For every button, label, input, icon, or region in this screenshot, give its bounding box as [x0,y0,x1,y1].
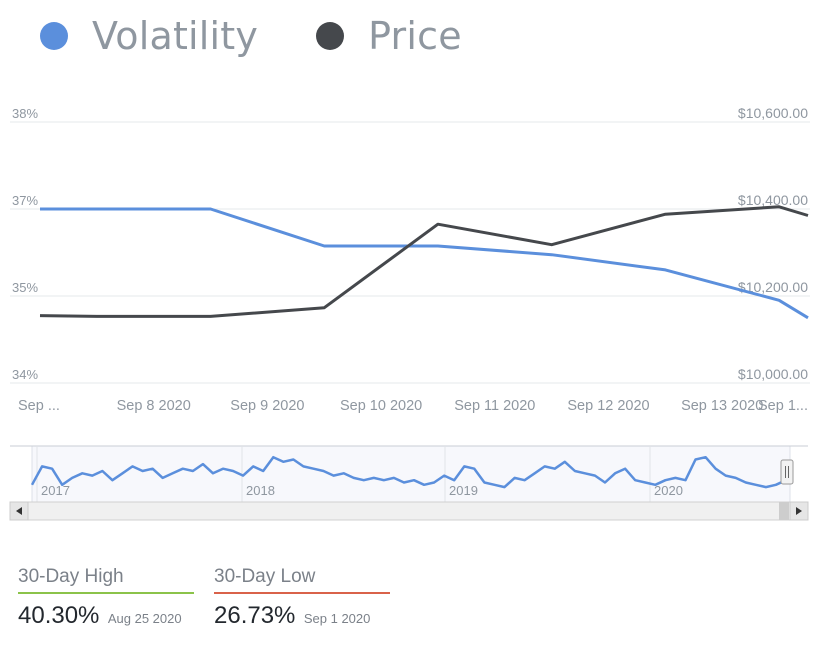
range-navigator[interactable]: 2017 2018 2019 2020 [0,440,830,522]
series-line-price[interactable] [39,205,809,318]
navigator-year-label: 2018 [246,483,275,498]
stat-title: 30-Day Low [214,566,316,587]
chart-legend: Volatility Price [40,14,520,58]
stat-title: 30-Day High [18,566,124,587]
stat-accent-rule [18,592,194,594]
navigator-year-label: 2017 [41,483,70,498]
left-axis-tick-label: 35% [12,280,38,295]
navigator-series-line [30,455,787,489]
navigator-handle[interactable] [780,459,794,485]
stat-value: 26.73% [214,602,296,629]
stat-30-day-high: 30-Day High 40.30% Aug 25 2020 [18,566,194,630]
stat-30-day-low: 30-Day Low 26.73% Sep 1 2020 [214,566,390,630]
navigator-scrollbar-thumb[interactable] [779,502,789,520]
right-axis-tick-label: $10,400.00 [738,192,808,208]
left-axis-tick-label: 37% [12,193,38,208]
chevron-right-icon [796,507,802,515]
stats-panel: 30-Day High 40.30% Aug 25 2020 30-Day Lo… [18,566,390,630]
stat-date: Aug 25 2020 [107,611,182,626]
x-axis-tick-label: Sep 1... [758,398,808,414]
legend-label-volatility: Volatility [92,14,259,58]
stat-value: 40.30% [18,602,100,629]
navigator-year-label: 2019 [449,483,478,498]
legend-label-price: Price [368,14,462,58]
price-dot-icon [316,22,345,50]
x-axis-tick-label: Sep ... [18,398,60,414]
series-line-volatility[interactable] [40,207,809,320]
chevron-left-icon [16,507,22,515]
right-axis-tick-label: $10,600.00 [738,105,808,121]
right-axis-tick-label: $10,000.00 [738,366,808,382]
left-axis-tick-label: 34% [12,367,38,382]
x-axis-tick-label: Sep 9 2020 [230,398,304,414]
stat-accent-rule [214,592,390,594]
main-line-chart[interactable]: 38% 37% 35% 34% $10,600.00 $10,400.00 $10,200.… [0,90,830,430]
stat-date: Sep 1 2020 [303,611,371,626]
right-axis-tick-label: $10,200.00 [738,279,808,295]
x-axis-tick-label: Sep 10 2020 [340,398,422,414]
x-axis-tick-label: Sep 8 2020 [117,398,191,414]
navigator-scrollbar-track[interactable] [9,501,809,521]
x-axis-tick-label: Sep 13 2020 [681,398,763,414]
legend-item-price[interactable]: Price [316,14,462,58]
legend-item-volatility[interactable]: Volatility [40,14,258,58]
x-axis-tick-label: Sep 12 2020 [567,398,649,414]
volatility-dot-icon [40,22,68,50]
navigator-year-label: 2020 [654,483,683,498]
left-axis-tick-label: 38% [12,106,38,121]
x-axis-tick-label: Sep 11 2020 [454,398,535,414]
